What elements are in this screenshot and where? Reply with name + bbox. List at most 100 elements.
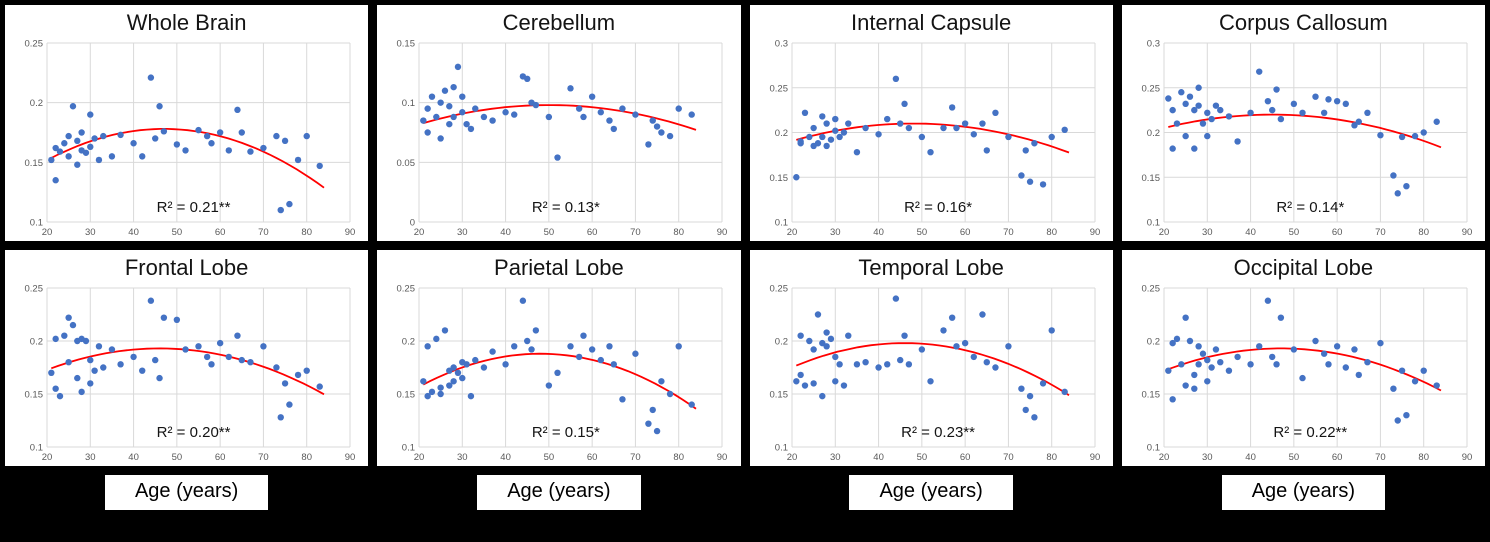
- data-point: [874, 131, 882, 138]
- data-point: [905, 361, 912, 368]
- data-point: [844, 332, 851, 340]
- data-point: [827, 335, 834, 343]
- data-point: [805, 338, 813, 345]
- data-point: [208, 361, 215, 368]
- data-point: [831, 116, 838, 123]
- trend-line: [795, 122, 1069, 154]
- data-point: [1004, 343, 1012, 350]
- chart-title: Corpus Callosum: [1219, 10, 1388, 35]
- data-point: [1208, 364, 1215, 371]
- data-point: [610, 361, 618, 368]
- scatter-plot: R² = 0.22** 20 30 40 50 60 70 80 90 0.1 0.15 0.2 0.…: [1130, 280, 1477, 464]
- data-point: [831, 378, 838, 385]
- data-point: [82, 338, 90, 345]
- data-point: [1026, 393, 1033, 400]
- data-point: [52, 385, 59, 393]
- y-tick-label: 0.15: [25, 158, 44, 169]
- data-point: [152, 357, 159, 364]
- data-point: [835, 361, 843, 368]
- x-tick-label: 30: [1202, 227, 1213, 238]
- data-point: [1048, 134, 1055, 141]
- data-point: [433, 114, 440, 121]
- data-point: [139, 367, 146, 375]
- x-tick-label: 30: [457, 227, 468, 238]
- plot-svg: 20 30 40 50 60 70 80 90 0.1 0.15 0.2 0.25: [25, 39, 356, 239]
- data-point: [437, 99, 445, 107]
- data-point: [91, 135, 98, 142]
- data-point: [424, 105, 432, 113]
- data-point: [450, 378, 458, 385]
- data-point: [688, 111, 696, 119]
- data-point: [69, 103, 77, 110]
- data-point: [52, 335, 59, 343]
- data-point: [619, 105, 626, 113]
- data-point: [1320, 350, 1328, 358]
- data-point: [654, 123, 661, 131]
- data-point: [861, 125, 869, 132]
- data-point: [65, 314, 72, 322]
- data-point: [580, 332, 587, 340]
- data-point: [1164, 95, 1172, 102]
- data-point: [78, 129, 85, 136]
- data-point: [814, 140, 821, 147]
- x-tick-label: 60: [215, 227, 226, 238]
- data-point: [1177, 89, 1185, 96]
- data-point: [429, 93, 436, 101]
- x-tick-label: 50: [544, 452, 555, 463]
- data-point: [294, 372, 302, 379]
- data-point: [835, 134, 843, 141]
- y-tick-label: 0.05: [397, 158, 416, 169]
- data-point: [792, 378, 800, 385]
- data-point: [303, 367, 310, 375]
- data-point: [156, 103, 163, 110]
- chart-panel-internal-capsule: Internal Capsule R² = 0.16* 20 30 40 50 60 70…: [749, 5, 1113, 241]
- scatter-plot: R² = 0.13* 20 30 40 50 60 70 80 90 0 0.05 0.1 0.15: [385, 35, 732, 239]
- data-point: [1420, 367, 1427, 375]
- data-point: [455, 63, 462, 71]
- data-point: [1061, 388, 1068, 396]
- x-tick-label: 60: [587, 452, 598, 463]
- x-tick-label: 80: [1418, 452, 1429, 463]
- x-tick-label: 60: [215, 452, 226, 463]
- data-point: [1411, 133, 1419, 140]
- data-point: [1203, 109, 1211, 117]
- x-tick-label: 60: [959, 452, 970, 463]
- data-point: [87, 380, 94, 387]
- x-tick-label: 30: [85, 227, 96, 238]
- data-point: [489, 117, 497, 125]
- data-point: [1394, 190, 1401, 197]
- trend-line: [1167, 347, 1442, 392]
- data-point: [1255, 68, 1263, 76]
- data-point: [991, 109, 999, 117]
- data-point: [65, 133, 72, 140]
- data-point: [649, 117, 657, 125]
- data-point: [649, 406, 657, 414]
- data-point: [139, 153, 146, 160]
- data-point: [983, 359, 990, 366]
- data-point: [472, 105, 479, 113]
- data-point: [108, 153, 116, 160]
- data-point: [1203, 357, 1211, 364]
- data-point: [52, 145, 59, 152]
- data-point: [225, 353, 232, 361]
- data-point: [1268, 107, 1276, 114]
- data-point: [861, 359, 869, 366]
- x-tick-label: 40: [501, 452, 512, 463]
- x-tick-label: 70: [630, 452, 641, 463]
- data-point: [900, 332, 908, 340]
- x-tick-label: 90: [1089, 227, 1100, 238]
- data-point: [948, 104, 955, 111]
- x-tick-label: 70: [258, 452, 269, 463]
- x-tick-label: 70: [1003, 227, 1014, 238]
- data-point: [1264, 297, 1271, 305]
- data-point: [1342, 364, 1349, 371]
- data-point: [95, 343, 103, 350]
- data-point: [900, 100, 908, 108]
- y-tick-label: 0.15: [25, 390, 44, 401]
- data-point: [1355, 118, 1362, 126]
- data-point: [1195, 84, 1202, 92]
- data-point: [645, 420, 652, 428]
- data-point: [87, 143, 94, 151]
- x-axis-label-box: Age (years): [104, 475, 269, 510]
- data-point: [95, 157, 103, 164]
